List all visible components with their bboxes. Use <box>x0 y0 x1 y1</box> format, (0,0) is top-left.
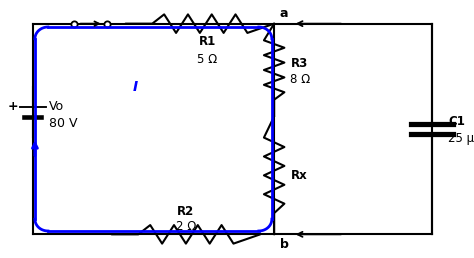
Text: 2 Ω: 2 Ω <box>176 220 196 233</box>
Text: I: I <box>132 80 137 94</box>
Text: Rx: Rx <box>291 169 307 182</box>
Text: b: b <box>280 238 289 251</box>
Text: 25 μF: 25 μF <box>448 132 474 145</box>
Text: 80 V: 80 V <box>49 117 77 131</box>
Text: R3: R3 <box>291 57 308 70</box>
Text: a: a <box>280 7 288 20</box>
Text: 8 Ω: 8 Ω <box>291 73 310 86</box>
Text: C1: C1 <box>448 115 465 128</box>
Text: 5 Ω: 5 Ω <box>197 53 218 66</box>
Text: Vo: Vo <box>49 100 64 113</box>
Text: R2: R2 <box>177 205 194 218</box>
Text: R1: R1 <box>199 35 216 49</box>
Text: +: + <box>8 100 18 113</box>
